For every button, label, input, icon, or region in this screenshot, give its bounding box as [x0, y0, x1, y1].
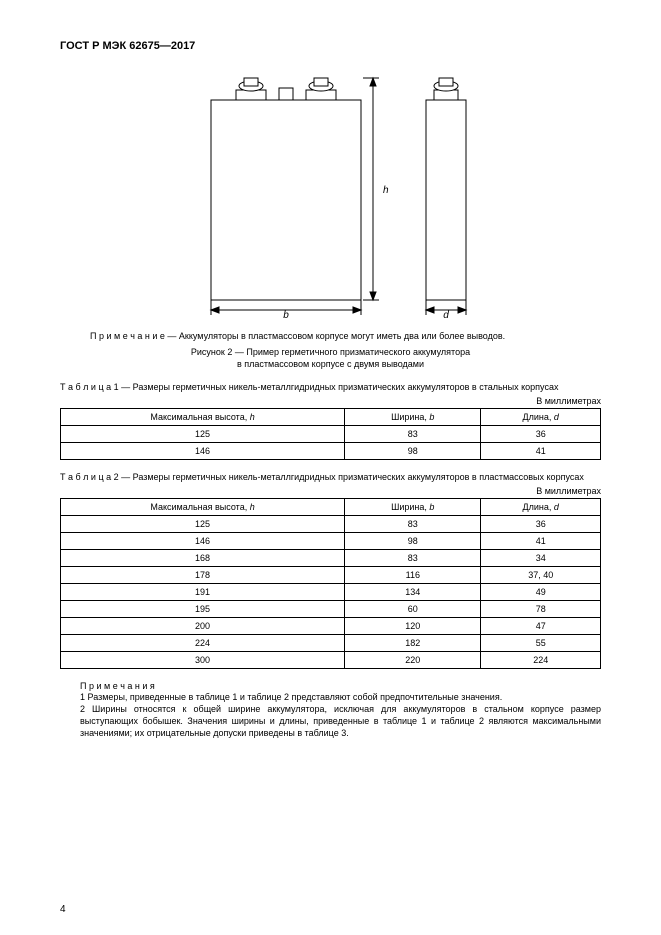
t1-col-d: Длина, d — [481, 409, 601, 426]
note-2: 2 Ширины относятся к общей ширине аккуму… — [80, 704, 601, 739]
notes-heading: П р и м е ч а н и я — [80, 681, 601, 693]
t2-col-h: Максимальная высота, h — [61, 498, 345, 515]
table-row: 1469841 — [61, 532, 601, 549]
table-row: 17811637, 40 — [61, 566, 601, 583]
table-row: 1956078 — [61, 600, 601, 617]
t1-col-h: Максимальная высота, h — [61, 409, 345, 426]
table1-label: Т а б л и ц а 1 — [60, 382, 119, 392]
dim-h-label: h — [383, 185, 389, 196]
figure-2-diagram: b h d — [60, 60, 601, 325]
table2-title: Т а б л и ц а 2 — Размеры герметичных ни… — [60, 472, 601, 484]
table1-title: Т а б л и ц а 1 — Размеры герметичных ни… — [60, 382, 601, 394]
table-1: Максимальная высота, h Ширина, b Длина, … — [60, 408, 601, 460]
table-row: 125 83 36 — [61, 426, 601, 443]
notes-block: П р и м е ч а н и я 1 Размеры, приведенн… — [80, 681, 601, 739]
table-row: 19113449 — [61, 583, 601, 600]
table-row: 146 98 41 — [61, 443, 601, 460]
page-number: 4 — [60, 904, 66, 915]
table-row: 20012047 — [61, 617, 601, 634]
caption-line-1: Рисунок 2 — Пример герметичного призмати… — [191, 347, 470, 357]
table-row: 300220224 — [61, 651, 601, 668]
note-text: — Аккумуляторы в пластмассовом корпусе м… — [167, 331, 505, 341]
table2-text: — Размеры герметичных никель-металлгидри… — [121, 472, 584, 482]
table-row: 1258336 — [61, 515, 601, 532]
t2-col-b: Ширина, b — [345, 498, 481, 515]
t2-col-d: Длина, d — [481, 498, 601, 515]
figure-note: П р и м е ч а н и е — Аккумуляторы в пла… — [90, 331, 601, 341]
table2-label: Т а б л и ц а 2 — [60, 472, 119, 482]
table1-text: — Размеры герметичных никель-металлгидри… — [121, 382, 558, 392]
table-2: Максимальная высота, h Ширина, b Длина, … — [60, 498, 601, 669]
t1-col-b: Ширина, b — [345, 409, 481, 426]
dim-d-label: d — [443, 310, 449, 320]
figure-caption: Рисунок 2 — Пример герметичного призмати… — [60, 347, 601, 370]
note-1: 1 Размеры, приведенные в таблице 1 и таб… — [80, 692, 601, 704]
table2-units: В миллиметрах — [60, 486, 601, 496]
table1-units: В миллиметрах — [60, 396, 601, 406]
caption-line-2: в пластмассовом корпусе с двумя выводами — [237, 359, 424, 369]
doc-header: ГОСТ Р МЭК 62675—2017 — [60, 40, 601, 52]
dim-b-label: b — [283, 310, 289, 320]
table-row: 1688334 — [61, 549, 601, 566]
table-row: 22418255 — [61, 634, 601, 651]
note-label: П р и м е ч а н и е — [90, 331, 165, 341]
